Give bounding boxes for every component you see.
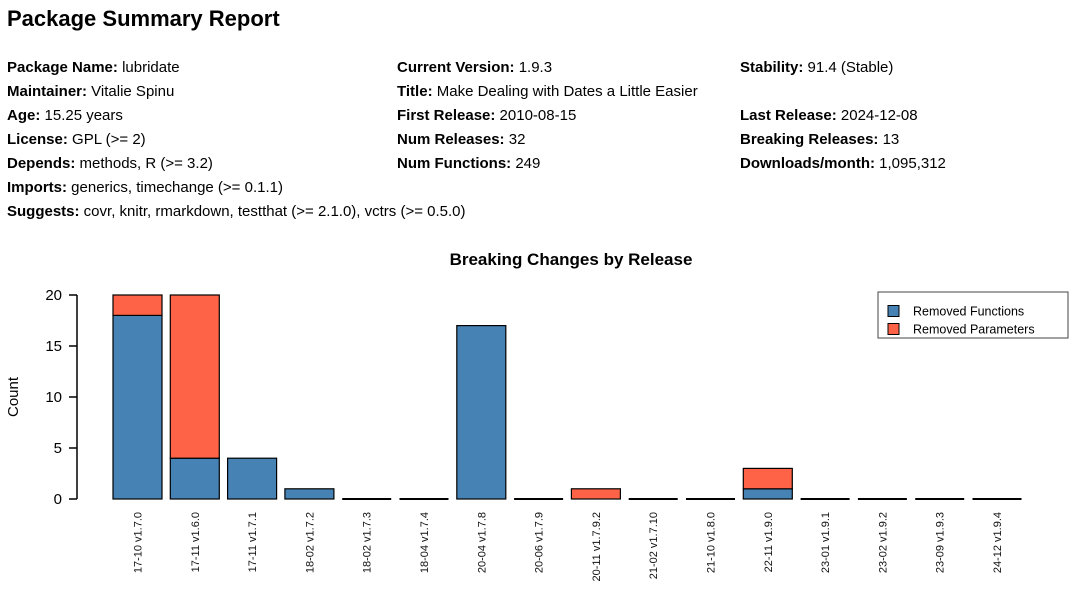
chart-title: Breaking Changes by Release bbox=[450, 250, 693, 269]
x-tick-label: 17-10 v1.7.0 bbox=[133, 512, 145, 573]
metadata-row: Imports: generics, timechange (>= 0.1.1) bbox=[7, 176, 466, 200]
metadata-value: Vitalie Spinu bbox=[87, 83, 175, 100]
x-tick-label: 21-02 v1.7.10 bbox=[648, 512, 660, 579]
metadata-label: Downloads/month: bbox=[740, 155, 875, 172]
metadata-column: Current Version: 1.9.3 Title: Make Dealin… bbox=[397, 56, 698, 176]
metadata-label: Age: bbox=[7, 107, 41, 124]
metadata-value: 2024-12-08 bbox=[836, 107, 918, 124]
bar-segment-removed-parameters bbox=[742, 467, 793, 490]
x-tick-label: 17-11 v1.6.0 bbox=[190, 512, 202, 572]
metadata-column: Stability: 91.4 (Stable) Last Release: 2… bbox=[740, 56, 946, 176]
metadata-row: Downloads/month: 1,095,312 bbox=[740, 152, 946, 176]
metadata-row: Title: Make Dealing with Dates a Little … bbox=[397, 80, 698, 104]
metadata-label: Imports: bbox=[7, 179, 67, 196]
bar-segment-removed-parameters bbox=[169, 294, 220, 459]
metadata-value: 91.4 (Stable) bbox=[803, 59, 894, 76]
x-tick-label: 23-01 v1.9.1 bbox=[820, 512, 832, 573]
metadata-label: First Release: bbox=[397, 107, 496, 124]
metadata-value: lubridate bbox=[117, 59, 180, 76]
metadata-label: Num Functions: bbox=[397, 155, 512, 172]
metadata-row: License: GPL (>= 2) bbox=[7, 128, 466, 152]
y-axis-title: Count bbox=[5, 376, 22, 417]
metadata-row bbox=[740, 80, 946, 104]
x-tick-label: 20-11 v1.7.9.2 bbox=[591, 512, 603, 582]
metadata-label: Title: bbox=[397, 83, 433, 100]
legend-label: Removed Functions bbox=[913, 305, 1024, 319]
metadata-label: Suggests: bbox=[7, 203, 80, 220]
x-tick-label: 23-09 v1.9.3 bbox=[935, 512, 947, 573]
x-tick-label: 24-12 v1.9.4 bbox=[992, 512, 1004, 573]
x-tick-label: 17-11 v1.7.1 bbox=[247, 512, 259, 572]
metadata-row: Last Release: 2024-12-08 bbox=[740, 104, 946, 128]
metadata-value: 13 bbox=[878, 131, 900, 148]
y-tick-label: 0 bbox=[54, 491, 62, 508]
metadata-value: 249 bbox=[511, 155, 541, 172]
page-title: Package Summary Report bbox=[7, 6, 280, 31]
bar-segment-removed-functions bbox=[742, 488, 793, 500]
metadata-label: Num Releases: bbox=[397, 131, 505, 148]
legend-label: Removed Parameters bbox=[913, 323, 1035, 337]
metadata-row: Breaking Releases: 13 bbox=[740, 128, 946, 152]
breaking-changes-chart: Breaking Changes by Release 0 5 10 15 20 Count… bbox=[5, 250, 1069, 582]
metadata-label: Breaking Releases: bbox=[740, 131, 879, 148]
metadata-row: Stability: 91.4 (Stable) bbox=[740, 56, 946, 80]
metadata-row: Maintainer: Vitalie Spinu bbox=[7, 80, 466, 104]
x-tick-label: 18-02 v1.7.2 bbox=[304, 512, 316, 573]
metadata-row: First Release: 2010-08-15 bbox=[397, 104, 698, 128]
bar-segment-removed-parameters bbox=[112, 294, 163, 316]
x-tick-label: 18-02 v1.7.3 bbox=[362, 512, 374, 573]
metadata-column: Package Name: lubridate Maintainer: Vital… bbox=[7, 56, 466, 224]
metadata-row: Num Releases: 32 bbox=[397, 128, 698, 152]
metadata-label: License: bbox=[7, 131, 68, 148]
legend-swatch bbox=[887, 305, 900, 317]
y-tick-label: 5 bbox=[54, 440, 62, 457]
bar-segment-removed-functions bbox=[227, 457, 278, 500]
metadata-label: Last Release: bbox=[740, 107, 837, 124]
metadata-label: Maintainer: bbox=[7, 83, 88, 100]
metadata-value: GPL (>= 2) bbox=[67, 131, 146, 148]
metadata-row: Num Functions: 249 bbox=[397, 152, 698, 176]
metadata-value: covr, knitr, rmarkdown, testthat (>= 2.1… bbox=[79, 203, 466, 220]
legend-box bbox=[877, 291, 1069, 339]
metadata-value: methods, R (>= 3.2) bbox=[75, 155, 213, 172]
metadata-value: 1.9.3 bbox=[514, 59, 553, 76]
metadata-row: Current Version: 1.9.3 bbox=[397, 56, 698, 80]
bar-segment-removed-functions bbox=[284, 488, 335, 500]
metadata-value: 15.25 years bbox=[40, 107, 123, 124]
metadata-value: 32 bbox=[504, 131, 526, 148]
metadata-row: Depends: methods, R (>= 3.2) bbox=[7, 152, 466, 176]
metadata-row: Age: 15.25 years bbox=[7, 104, 466, 128]
metadata-row: Suggests: covr, knitr, rmarkdown, testth… bbox=[7, 200, 466, 224]
chart-area: Breaking Changes by Release 0 5 10 15 20 Count… bbox=[0, 240, 1069, 602]
metadata-value: Make Dealing with Dates a Little Easier bbox=[432, 83, 698, 100]
bar-segment-removed-functions bbox=[169, 457, 220, 500]
bar-segment-removed-functions bbox=[456, 324, 507, 500]
metadata-value: 2010-08-15 bbox=[495, 107, 577, 124]
y-tick-label: 20 bbox=[45, 287, 62, 304]
metadata-value: generics, timechange (>= 0.1.1) bbox=[67, 179, 283, 196]
metadata-label: Package Name: bbox=[7, 59, 118, 76]
legend-swatch bbox=[887, 323, 900, 335]
x-tick-label: 21-10 v1.8.0 bbox=[706, 512, 718, 573]
bar-segment-removed-functions bbox=[112, 314, 163, 500]
metadata-label: Depends: bbox=[7, 155, 76, 172]
x-tick-label: 22-11 v1.9.0 bbox=[763, 512, 775, 572]
metadata-section: Package Name: lubridate Maintainer: Vital… bbox=[0, 56, 1069, 220]
bar-segment-removed-parameters bbox=[570, 488, 622, 500]
metadata-label: Current Version: bbox=[397, 59, 515, 76]
metadata-label: Stability: bbox=[740, 59, 804, 76]
x-tick-label: 23-02 v1.9.2 bbox=[877, 512, 889, 573]
metadata-row: Package Name: lubridate bbox=[7, 56, 466, 80]
metadata-value: 1,095,312 bbox=[875, 155, 946, 172]
y-tick-label: 15 bbox=[45, 338, 62, 355]
x-tick-label: 18-04 v1.7.4 bbox=[419, 512, 431, 573]
x-tick-label: 20-04 v1.7.8 bbox=[476, 512, 488, 573]
x-tick-label: 20-06 v1.7.9 bbox=[534, 512, 546, 573]
y-tick-label: 10 bbox=[45, 389, 62, 406]
